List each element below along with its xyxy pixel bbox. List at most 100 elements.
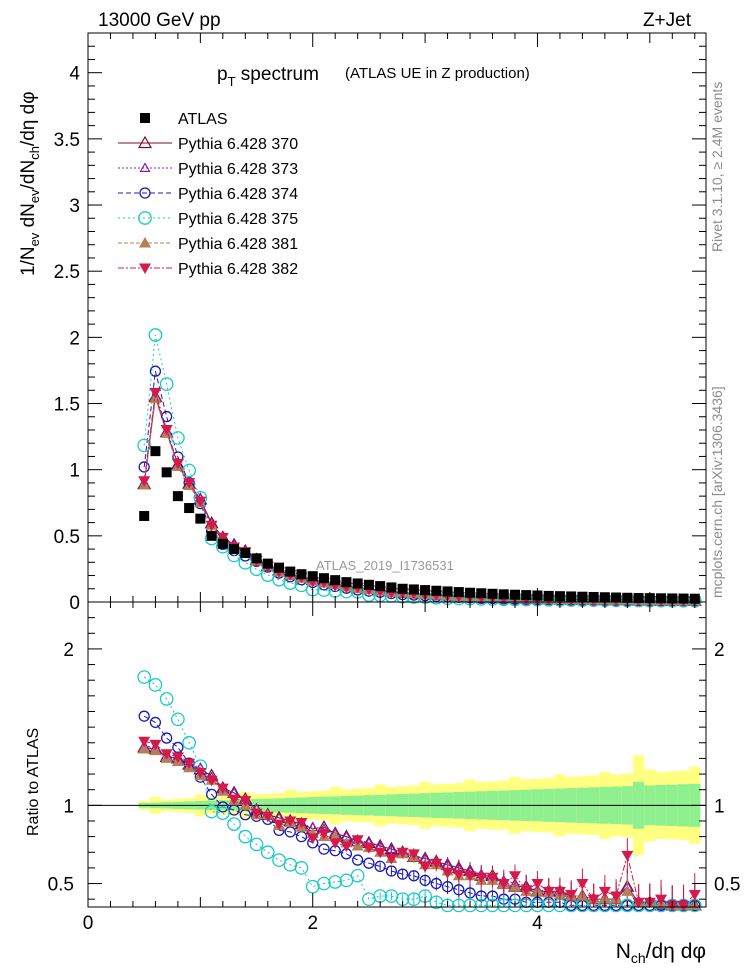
legend-label: Pythia 6.428 375 [178,211,298,228]
data-point [553,886,566,898]
data-point [183,478,196,489]
data-point [195,513,206,524]
series-line [143,715,695,906]
data-point [339,873,354,888]
y-tick-label: 0 [69,593,80,614]
data-point [497,879,510,890]
data-point [171,712,185,727]
data-point [161,410,173,423]
data-point [137,135,153,149]
data-point [295,830,308,843]
data-point [486,872,499,884]
data-point [385,843,397,854]
data-point [294,861,309,875]
data-point [474,898,489,913]
ratio-frame [87,601,707,908]
data-point [621,885,634,896]
data-point [451,898,466,913]
data-point [408,870,420,882]
data-point [296,569,307,580]
data-point [407,849,420,860]
data-point [509,589,520,600]
data-point [442,586,453,597]
data-point [182,735,196,750]
legend-label: Pythia 6.428 374 [178,186,298,203]
data-point [305,879,320,894]
data-point [441,881,454,893]
data-point [160,749,173,760]
data-point [351,835,364,846]
data-point [374,847,387,859]
data-point [172,491,183,502]
data-point [250,808,263,820]
data-point [598,886,611,898]
data-point [171,458,184,470]
data-point [161,467,172,478]
data-point [216,532,229,544]
data-point [463,898,477,913]
data-point [160,425,173,436]
data-point [318,573,329,584]
data-point [272,853,286,867]
legend-item: Pythia 6.428 373 [118,161,298,178]
data-point [274,562,285,573]
legend-label: Pythia 6.428 373 [178,161,298,178]
data-point [139,187,151,199]
series-atlas [139,446,700,604]
data-point [273,819,286,831]
data-point [284,816,297,827]
data-point [632,897,645,909]
data-point [149,387,162,399]
ratio-tick-label: 1 [63,796,74,817]
data-point [431,585,442,596]
y-tick-label: 2 [69,328,80,349]
data-point [531,879,544,890]
data-point [350,868,365,883]
y-axis-label: 1/Nev dNev/dNch/dη dφ [18,91,42,276]
data-point [251,553,262,564]
series-pythia-6.428-381 [138,392,701,606]
data-point [329,838,342,849]
legend-item: ATLAS [140,111,228,128]
data-point [452,869,465,881]
x-tick-label: 2 [307,913,318,934]
data-point [205,520,218,532]
ratio-plot-series [88,670,706,913]
data-point [138,211,152,225]
data-point [362,843,375,854]
data-point [317,876,331,891]
data-point [262,558,273,569]
data-point [576,879,589,890]
series-line [144,745,695,906]
data-point [137,670,152,684]
series-pythia-6.428-382 [138,387,701,607]
data-point [397,583,408,594]
data-point [138,736,151,748]
data-point [159,692,174,706]
x-tick-label: 4 [532,913,543,934]
data-point [139,237,151,248]
data-point [238,555,253,570]
data-point [363,857,375,869]
ratio-tick-label: 2 [63,640,74,661]
data-point [430,858,443,870]
data-point [520,885,533,896]
data-point [205,788,218,801]
data-point [138,743,151,754]
data-point [688,889,701,901]
data-point [183,758,196,770]
data-point [498,589,509,600]
data-point [137,438,152,453]
data-point [148,328,163,342]
data-point [228,794,241,806]
data-point [229,544,240,555]
data-point [408,584,419,595]
data-point [194,767,207,779]
data-point [430,877,442,890]
data-point [138,461,150,473]
data-point [317,828,330,840]
data-point [171,752,184,763]
data-point [678,593,689,604]
data-point [295,818,308,829]
